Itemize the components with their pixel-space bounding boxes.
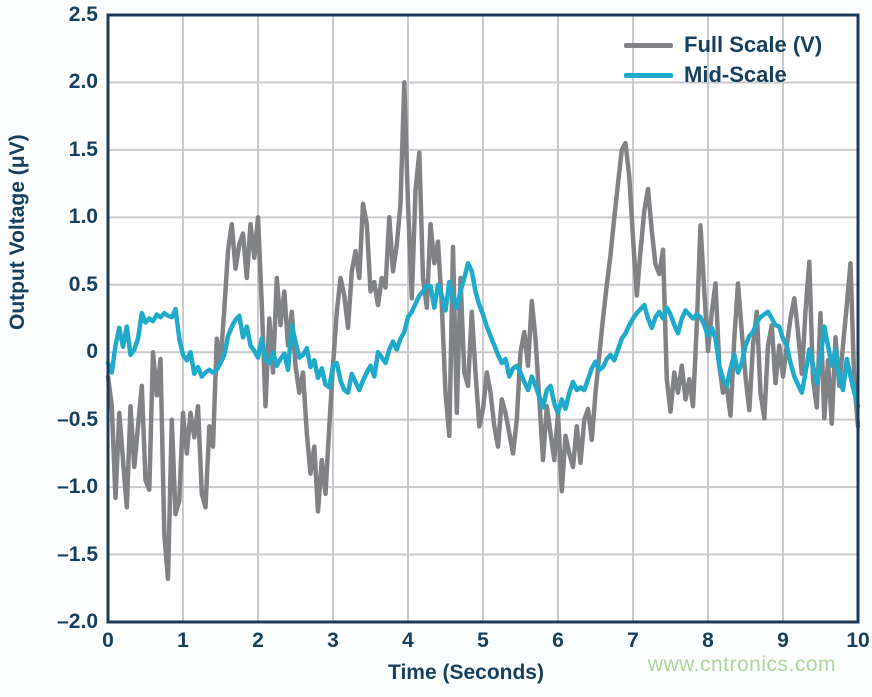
legend-label-mid-scale: Mid-Scale bbox=[684, 62, 787, 87]
x-tick-label: 2 bbox=[252, 629, 264, 652]
x-tick-label: 6 bbox=[552, 629, 564, 652]
x-tick-label: 7 bbox=[627, 629, 639, 652]
y-tick-label: 2.0 bbox=[68, 70, 98, 94]
x-tick-label: 9 bbox=[777, 629, 789, 652]
y-tick-label: 0.5 bbox=[68, 272, 98, 296]
y-tick-label: –1.0 bbox=[57, 475, 98, 499]
y-axis-title: Output Voltage (μV) bbox=[6, 134, 29, 330]
series-lines bbox=[105, 80, 861, 582]
y-tick-label: 2.5 bbox=[68, 3, 98, 26]
x-tick-label: 5 bbox=[477, 629, 489, 652]
x-tick-label: 3 bbox=[327, 629, 339, 652]
y-tick-label: –1.5 bbox=[57, 542, 98, 566]
x-tick-label: 10 bbox=[846, 629, 870, 652]
x-tick-label: 4 bbox=[402, 629, 414, 652]
y-tick-label: 1.5 bbox=[68, 137, 98, 161]
y-tick-label: –0.5 bbox=[57, 407, 98, 431]
y-tick-label: –2.0 bbox=[57, 610, 98, 633]
full-scale-line-swatch bbox=[624, 42, 673, 48]
y-tick-label: 0 bbox=[86, 340, 98, 364]
grid-lines bbox=[107, 14, 859, 623]
legend-item-mid-scale: Mid-Scale bbox=[624, 62, 822, 87]
x-tick-label: 0 bbox=[102, 629, 114, 652]
x-tick-label: 8 bbox=[702, 629, 714, 652]
mid-scale-line-swatch bbox=[624, 72, 673, 78]
legend: Full Scale (V) Mid-Scale bbox=[624, 32, 823, 87]
watermark: www.cntronics.com bbox=[647, 653, 836, 676]
legend-item-full-scale: Full Scale (V) bbox=[624, 32, 823, 57]
y-tick-label: 1.0 bbox=[68, 205, 98, 229]
x-axis-title: Time (Seconds) bbox=[388, 661, 544, 684]
x-tick-label: 1 bbox=[177, 629, 189, 652]
plot-border bbox=[106, 13, 860, 624]
legend-label-full-scale: Full Scale (V) bbox=[684, 32, 823, 57]
